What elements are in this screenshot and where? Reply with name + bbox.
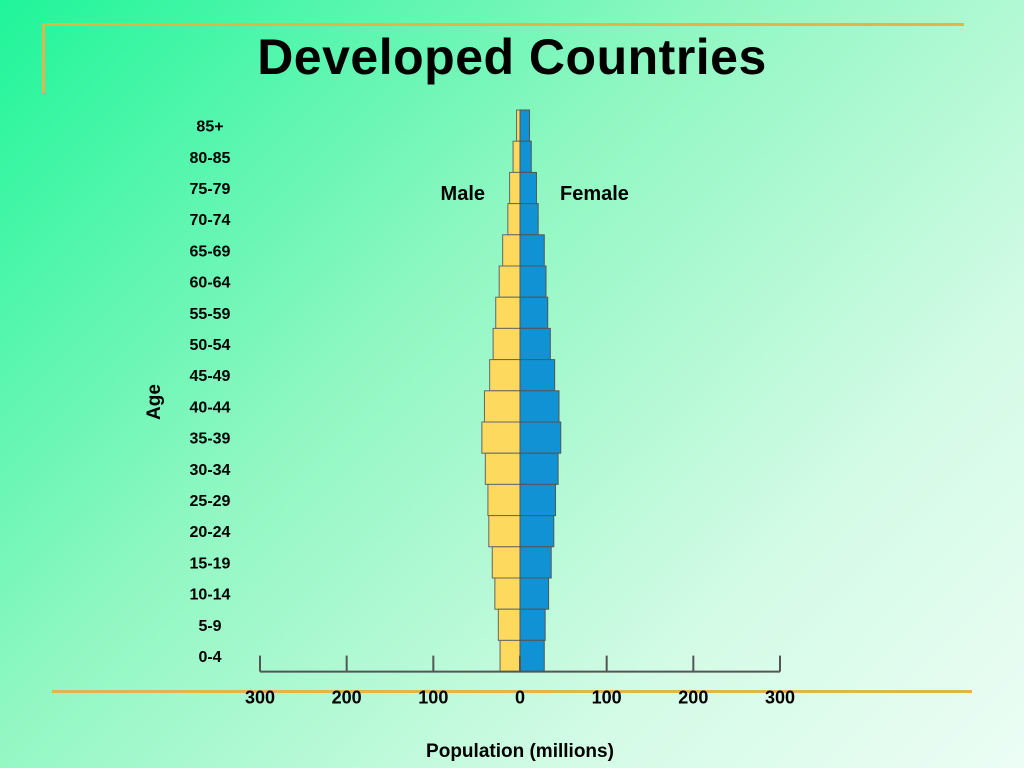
bar-male-80-85 (512, 140, 521, 173)
bar-male-20-24 (488, 515, 521, 548)
x-tick-label: 300 (765, 688, 795, 708)
bar-female-75-79 (519, 171, 537, 205)
x-tick-label: 0 (515, 688, 525, 708)
age-label: 50-54 (190, 337, 231, 354)
bar-female-30-34 (519, 452, 559, 485)
bar-female-65-69 (519, 234, 545, 267)
bar-female-40-44 (519, 390, 560, 423)
page-title: Developed Countries (257, 29, 767, 85)
age-label: 45-49 (190, 368, 231, 385)
bar-male-40-44 (483, 390, 521, 423)
legend-male-label: Male (441, 183, 485, 205)
x-axis-title: Population (millions) (426, 741, 614, 762)
age-label: 15-19 (190, 555, 231, 572)
x-tick-label: 100 (418, 688, 448, 708)
bar-male-5-9 (497, 608, 521, 641)
bar-female-25-29 (519, 483, 557, 517)
bar-female-80-85 (519, 140, 532, 173)
x-tick-label: 200 (332, 688, 362, 708)
bar-female-0-4 (519, 639, 545, 673)
age-labels-group: 85+ 80-85 75-79 70-74 65-69 60-64 55-59 50-54 45… (190, 119, 231, 666)
age-label: 20-24 (190, 524, 231, 541)
age-label: 75-79 (190, 181, 231, 198)
bar-male-15-19 (491, 546, 521, 579)
age-label: 35-39 (190, 431, 231, 448)
bar-female-15-19 (519, 546, 552, 579)
top-rule (42, 23, 964, 26)
age-label: 0-4 (198, 649, 221, 666)
bar-female-20-24 (519, 515, 555, 548)
bar-male-25-29 (487, 483, 521, 517)
x-tick-label: 200 (678, 688, 708, 708)
bar-male-65-69 (502, 234, 521, 267)
bar-female-85+ (519, 109, 531, 142)
bar-male-0-4 (499, 639, 521, 673)
bar-male-55-59 (495, 296, 521, 329)
legend-female-label: Female (560, 183, 629, 205)
age-label: 30-34 (190, 462, 231, 479)
bar-female-10-14 (519, 577, 550, 610)
x-axis: 300 200 100 0 100 200 300 (245, 655, 795, 708)
bar-male-75-79 (509, 171, 521, 205)
bars-group (481, 109, 562, 673)
bar-male-10-14 (494, 577, 521, 610)
bar-female-5-9 (519, 608, 546, 641)
bar-female-60-64 (519, 265, 547, 298)
age-label: 25-29 (190, 493, 231, 510)
age-label: 10-14 (190, 587, 231, 604)
bar-male-35-39 (481, 421, 521, 454)
bar-male-60-64 (498, 265, 521, 298)
age-label: 80-85 (190, 150, 231, 167)
bar-male-30-34 (484, 452, 521, 485)
bottom-rule (52, 690, 972, 693)
age-label: 5-9 (198, 618, 221, 635)
age-label: 70-74 (190, 212, 231, 229)
bar-male-70-74 (507, 203, 521, 236)
y-axis-title: Age (144, 384, 165, 420)
bar-female-35-39 (519, 421, 562, 454)
age-label: 55-59 (190, 306, 231, 323)
age-label: 85+ (196, 119, 223, 136)
left-rule (42, 23, 45, 93)
age-label: 40-44 (190, 399, 231, 416)
x-tick-label: 300 (245, 688, 275, 708)
bar-male-85+ (516, 109, 521, 142)
bar-female-45-49 (519, 359, 556, 392)
bar-female-70-74 (519, 203, 539, 236)
bar-male-45-49 (489, 359, 521, 392)
bar-male-50-54 (492, 327, 521, 361)
age-label: 60-64 (190, 275, 231, 292)
bar-female-50-54 (519, 327, 551, 361)
x-tick-label: 100 (592, 688, 622, 708)
age-label: 65-69 (190, 243, 231, 260)
bar-female-55-59 (519, 296, 549, 329)
